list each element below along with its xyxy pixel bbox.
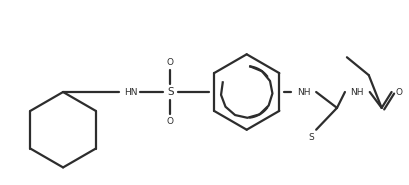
Text: S: S <box>308 133 314 142</box>
Text: NH: NH <box>350 88 364 97</box>
Text: O: O <box>167 58 174 67</box>
Text: S: S <box>167 87 173 97</box>
Text: O: O <box>395 88 402 97</box>
Text: NH: NH <box>297 88 311 97</box>
Text: O: O <box>167 117 174 126</box>
Text: HN: HN <box>124 88 137 97</box>
